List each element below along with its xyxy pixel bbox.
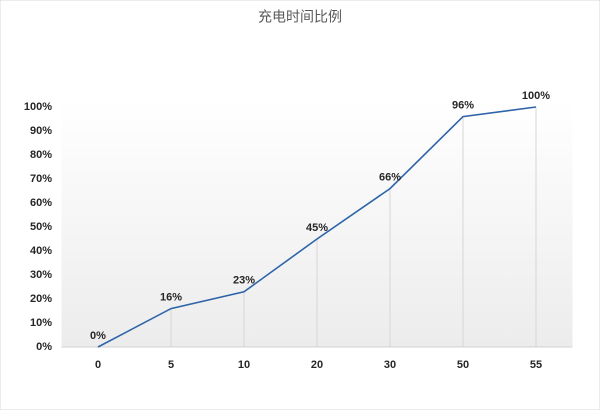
line-series	[97, 106, 537, 348]
y-tick-label: 10%	[30, 317, 52, 329]
data-label: 45%	[306, 222, 328, 234]
y-tick-label: 70%	[30, 173, 52, 185]
data-label: 96%	[452, 100, 474, 112]
y-tick-label: 80%	[30, 149, 52, 161]
data-label: 16%	[160, 292, 182, 304]
chart-title: 充电时间比例	[258, 9, 342, 25]
data-label: 100%	[522, 90, 550, 102]
y-tick-label: 60%	[30, 197, 52, 209]
x-tick-label: 50	[457, 359, 469, 371]
x-tick-label: 5	[168, 359, 174, 371]
y-tick-label: 0%	[36, 341, 52, 353]
x-tick-label: 30	[384, 359, 396, 371]
data-label: 0%	[90, 330, 106, 342]
x-tick-label: 55	[530, 359, 542, 371]
y-tick-label: 30%	[30, 269, 52, 281]
y-tick-label: 100%	[24, 101, 52, 113]
data-label: 23%	[233, 275, 255, 287]
x-tick-label: 10	[238, 359, 250, 371]
y-tick-label: 90%	[30, 125, 52, 137]
y-tick-label: 40%	[30, 245, 52, 257]
data-label: 66%	[379, 172, 401, 184]
y-tick-label: 20%	[30, 293, 52, 305]
x-tick-label: 0	[95, 359, 101, 371]
x-tick-label: 20	[311, 359, 323, 371]
y-tick-label: 50%	[30, 221, 52, 233]
